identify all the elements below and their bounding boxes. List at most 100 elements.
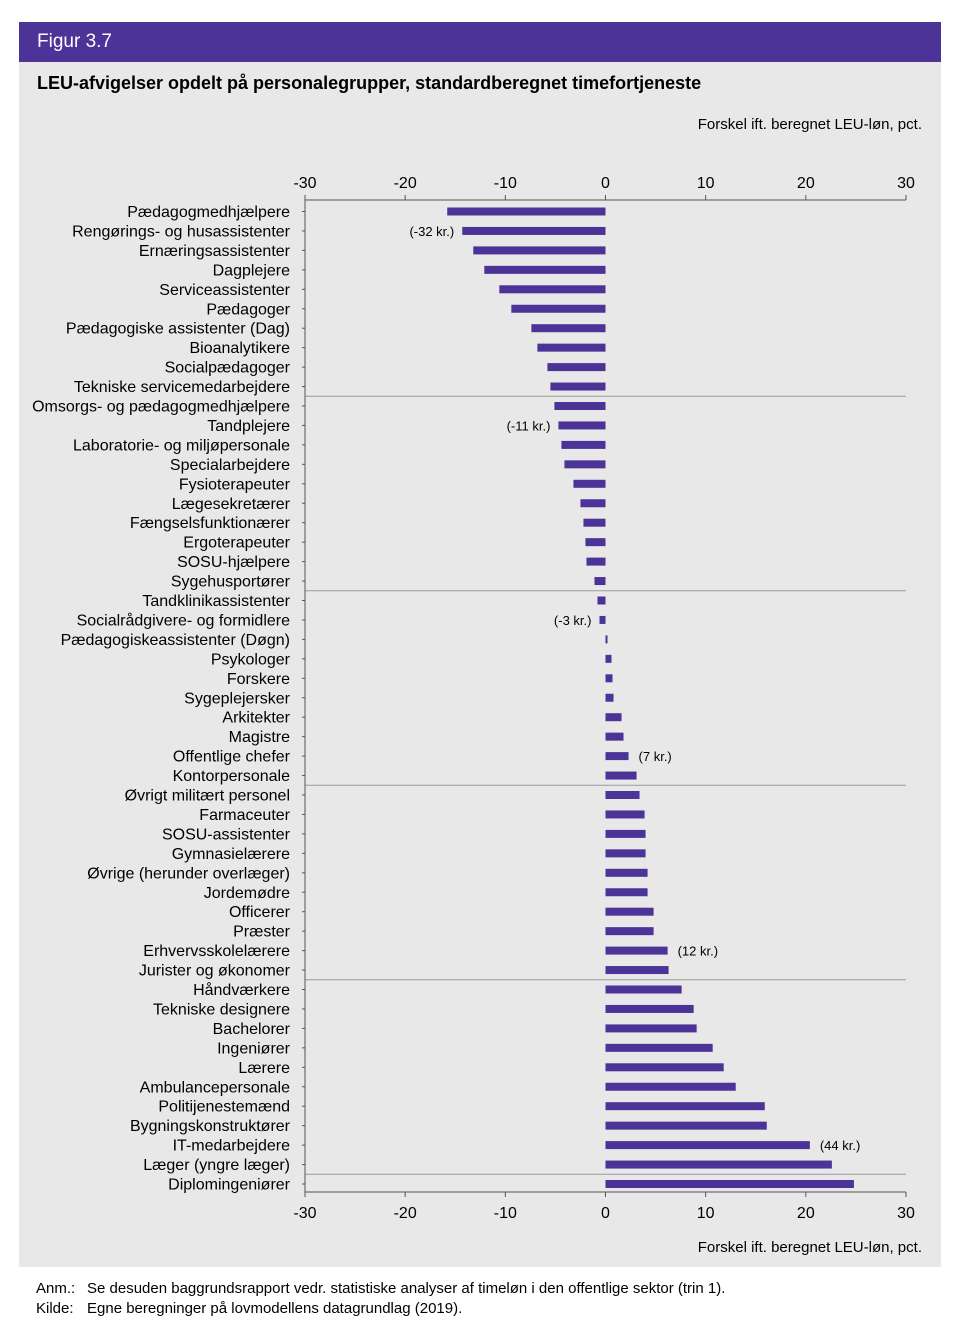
category-label: Jordemødre xyxy=(204,885,290,902)
bar xyxy=(605,1043,713,1052)
category-label: Bygningskonstruktører xyxy=(130,1118,291,1135)
category-label: Fysioterapeuter xyxy=(179,476,291,493)
bar xyxy=(473,246,606,255)
x-tick-label-bottom: 0 xyxy=(601,1205,610,1222)
category-label: Serviceassistenter xyxy=(159,282,290,299)
bar xyxy=(605,1160,832,1169)
category-label: IT-medarbejdere xyxy=(173,1138,290,1155)
bar xyxy=(537,343,606,352)
bar xyxy=(594,577,606,586)
category-label: Sygehusportører xyxy=(171,574,291,591)
bar xyxy=(605,674,613,683)
category-label: Ambulancepersonale xyxy=(140,1079,290,1096)
category-label: Fængselsfunktionærer xyxy=(130,515,291,532)
category-label: Socialrådgivere- og formidlere xyxy=(77,611,291,629)
bar xyxy=(605,771,637,780)
data-label: (12 kr.) xyxy=(678,944,718,959)
bar xyxy=(605,810,645,819)
data-label: (44 kr.) xyxy=(820,1138,860,1153)
note-anm-key: Anm.: xyxy=(36,1280,76,1297)
bar xyxy=(605,849,646,858)
category-label: Tandklinikassistenter xyxy=(142,593,290,610)
category-label: SOSU-assistenter xyxy=(162,826,291,843)
bar xyxy=(605,1180,854,1188)
x-tick-label-top: -30 xyxy=(293,175,316,192)
figure-header: Figur 3.7 xyxy=(19,22,941,62)
bar xyxy=(605,654,612,663)
bar xyxy=(462,226,606,235)
x-tick-label-top: 10 xyxy=(697,175,715,192)
category-label: Bioanalytikere xyxy=(190,340,291,357)
category-label: Pædagogiskeassistenter (Døgn) xyxy=(61,632,290,649)
bar xyxy=(605,1004,694,1013)
category-label: Jurister og økonomer xyxy=(139,963,291,980)
category-label: Diplomingeniører xyxy=(168,1177,290,1194)
x-tick-label-bottom: 30 xyxy=(897,1205,915,1222)
category-label: Tekniske servicemedarbejdere xyxy=(74,379,290,396)
bar xyxy=(561,440,606,449)
bar xyxy=(573,479,606,488)
bar xyxy=(605,907,654,916)
category-label: Officerer xyxy=(229,904,291,921)
bar xyxy=(605,1063,724,1072)
bar xyxy=(554,402,606,410)
category-label: Ergoterapeuter xyxy=(183,535,290,552)
bar xyxy=(558,421,606,430)
bar xyxy=(499,285,606,294)
note-anm-text: Se desuden baggrundsrapport vedr. statis… xyxy=(87,1280,726,1297)
category-label: Forskere xyxy=(227,671,290,688)
bar xyxy=(586,557,606,566)
category-label: Tekniske designere xyxy=(153,1001,290,1018)
category-label: Håndværkere xyxy=(193,981,290,999)
category-label: Pædagogiske assistenter (Dag) xyxy=(66,321,290,338)
bar xyxy=(605,732,624,741)
bar xyxy=(583,518,606,527)
bar xyxy=(605,1121,767,1130)
figure-label: Figur 3.7 xyxy=(37,31,112,52)
category-label: Tandplejere xyxy=(207,418,290,435)
category-label: Lærere xyxy=(238,1060,290,1077)
category-label: Magistre xyxy=(229,729,290,746)
bar xyxy=(447,207,606,216)
xlabel-bottom: Forskel ift. beregnet LEU-løn, pct. xyxy=(698,1239,922,1256)
category-label: Farmaceuter xyxy=(199,807,290,824)
chart-title: LEU-afvigelser opdelt på personalegruppe… xyxy=(37,73,702,93)
bar xyxy=(511,304,606,313)
x-tick-label-bottom: -30 xyxy=(293,1205,316,1222)
xlabel-top: Forskel ift. beregnet LEU-løn, pct. xyxy=(698,116,922,133)
category-label: Lægesekretærer xyxy=(172,496,291,513)
category-label: Læger (yngre læger) xyxy=(143,1157,290,1174)
x-tick-label-bottom: 20 xyxy=(797,1205,815,1222)
category-label: Socialpædagoger xyxy=(165,360,291,377)
bar xyxy=(597,596,606,605)
bar xyxy=(605,946,668,955)
category-label: Øvrige (herunder overlæger) xyxy=(87,865,290,882)
category-label: Offentlige chefer xyxy=(173,749,291,766)
bar xyxy=(605,1082,736,1091)
x-tick-label-bottom: -20 xyxy=(394,1205,417,1222)
note-kilde-text: Egne beregninger på lovmodellens datagru… xyxy=(87,1300,463,1317)
bar xyxy=(484,265,606,274)
x-tick-label-top: 0 xyxy=(601,175,610,192)
bar xyxy=(605,966,669,975)
bar xyxy=(605,985,682,994)
data-label: (7 kr.) xyxy=(639,749,672,764)
bar xyxy=(605,635,608,644)
category-label: Psykologer xyxy=(211,651,291,668)
category-label: SOSU-hjælpere xyxy=(177,554,290,571)
category-label: Politijenestemænd xyxy=(158,1099,290,1116)
bar xyxy=(605,1102,765,1111)
bar xyxy=(585,538,606,547)
category-label: Gymnasielærere xyxy=(172,846,290,863)
bar xyxy=(605,927,654,936)
category-label: Specialarbejdere xyxy=(170,457,290,474)
bar xyxy=(605,1024,697,1033)
category-label: Sygeplejersker xyxy=(184,690,291,707)
category-label: Arkitekter xyxy=(222,710,290,727)
category-label: Ingeniører xyxy=(217,1040,291,1057)
category-label: Laboratorie- og miljøpersonale xyxy=(73,437,290,454)
chart-panel xyxy=(19,62,941,1267)
category-label: Præster xyxy=(233,924,291,941)
x-tick-label-top: 20 xyxy=(797,175,815,192)
category-label: Bachelorer xyxy=(213,1021,291,1038)
